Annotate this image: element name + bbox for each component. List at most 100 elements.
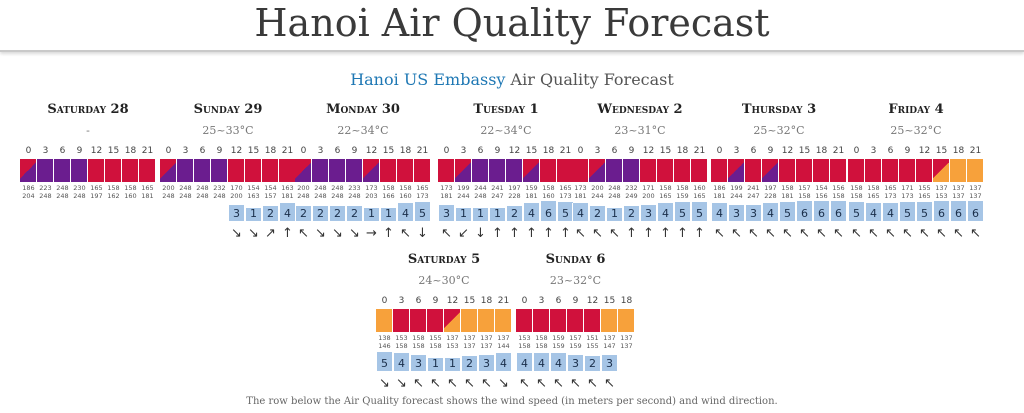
hour-label: 0: [577, 146, 584, 156]
wind-direction-arrow-icon: ↖: [851, 226, 862, 241]
wind-speed-bar: 2: [506, 206, 522, 221]
wind-speed-bar: 1: [455, 207, 471, 221]
hour-row: 0 3 6 9 12 15 18 21: [572, 146, 708, 158]
hour-label: 12: [446, 296, 459, 306]
aqi-cell: [606, 159, 622, 182]
hour-label: 9: [628, 146, 635, 156]
hour-row: 0 3 6 9 12 15 18 21: [438, 146, 574, 158]
aqi-value: 171 173: [901, 184, 914, 200]
hour-label: 6: [59, 146, 66, 156]
wind-speed-value: 3: [415, 357, 422, 370]
aqi-cell: [691, 159, 707, 182]
hour-row: 0 3 6 9 12 15 18 21: [20, 146, 156, 158]
wind-direction-arrow-icon: ↘: [315, 226, 326, 241]
day-name: Saturday 28: [47, 102, 129, 117]
wind-speed-value: 5: [853, 207, 860, 220]
aqi-cell: [380, 159, 396, 182]
wind-direction-row: ↘ ↘ ↗ ↑: [160, 226, 296, 244]
hour-label: 15: [463, 296, 476, 306]
aqi-value-row: 200 248 248 248 248 248 233 248 173 203 158 1…: [295, 184, 431, 205]
aqi-cell: [899, 159, 915, 182]
wind-direction-arrow-icon: ↑: [526, 226, 537, 241]
wind-direction-arrow-icon: ↘: [231, 226, 242, 241]
aqi-cell: [550, 309, 566, 332]
page-title: Hanoi Air Quality Forecast: [0, 0, 1024, 52]
wind-speed-bar: 3: [478, 354, 494, 371]
hour-row: 0 3 6 9 12 15 18: [516, 296, 635, 308]
embassy-link[interactable]: Hanoi US Embassy: [350, 70, 506, 89]
aqi-color-row: [516, 309, 635, 332]
wind-speed-bar: 6: [967, 201, 983, 221]
aqi-cell: [472, 159, 488, 182]
hour-label: 6: [750, 146, 757, 156]
aqi-value: 154 157: [264, 184, 277, 200]
wind-speed-bar: 3: [728, 204, 744, 221]
hour-label: 18: [480, 296, 493, 306]
aqi-value: 230 248: [73, 184, 86, 200]
hour-label: 6: [199, 146, 206, 156]
aqi-value: 158 165: [867, 184, 880, 200]
wind-speed-bar: 5: [376, 352, 392, 371]
day-name: Sunday 6: [545, 252, 606, 267]
hour-label: 6: [334, 146, 341, 156]
aqi-value: 197 228: [764, 184, 777, 200]
wind-speed-bar: 2: [262, 206, 278, 221]
aqi-value: 200 248: [297, 184, 310, 200]
wind-direction-arrow-icon: ↖: [970, 226, 981, 241]
wind-speed-value: 1: [432, 357, 439, 370]
aqi-value: 159 181: [525, 184, 538, 200]
hour-label: 15: [247, 146, 260, 156]
aqi-value: 137 137: [969, 184, 982, 200]
wind-speed-value: 4: [870, 207, 877, 220]
wind-speed-value: 1: [460, 207, 467, 220]
wind-speed-value: 4: [521, 357, 528, 370]
wind-direction-arrow-icon: ↖: [936, 226, 947, 241]
aqi-cell: [410, 309, 426, 332]
wind-speed-value: 4: [887, 207, 894, 220]
wind-speed-value: 5: [562, 207, 569, 220]
hour-label: 3: [733, 146, 740, 156]
hour-label: 15: [107, 146, 120, 156]
wind-speed-bar: 4: [495, 353, 511, 371]
wind-direction-arrow-icon: ↑: [543, 226, 554, 241]
hour-label: 12: [586, 296, 599, 306]
wind-speed-bar: 5: [557, 202, 573, 221]
aqi-cell: [796, 159, 812, 182]
aqi-cell: [506, 159, 522, 182]
wind-direction-arrow-icon: ↙: [458, 226, 469, 241]
aqi-cell: [20, 159, 36, 182]
wind-speed-value: 2: [351, 207, 358, 220]
wind-speed-bar: 3: [745, 204, 761, 221]
wind-speed-bar: 1: [472, 207, 488, 221]
temperature-range: 22~34°C: [480, 124, 532, 137]
wind-speed-bar: 4: [550, 353, 566, 371]
hour-label: 21: [832, 146, 845, 156]
aqi-value: 159 159: [552, 334, 565, 350]
wind-speed-bar: 2: [312, 206, 328, 221]
aqi-value-row: 138 146 153 158 158 158 155 158 137 153 137 1…: [376, 334, 512, 355]
aqi-cell: [346, 159, 362, 182]
wind-speed-bar: 4: [533, 353, 549, 371]
hour-label: 6: [555, 296, 562, 306]
wind-speed-bar: 1: [606, 207, 622, 221]
hour-label: 9: [572, 296, 579, 306]
wind-speed-bar: 1: [363, 207, 379, 221]
temperature-range: 23~32°C: [549, 274, 602, 287]
hour-label: 9: [494, 146, 501, 156]
wind-direction-row: ↖ ↖ ↖ ↑ ↑ ↑ ↑ ↑: [572, 226, 708, 244]
aqi-value: 153 158: [518, 334, 531, 350]
wind-direction-arrow-icon: ↖: [731, 226, 742, 241]
aqi-value: 158 162: [107, 184, 120, 200]
wind-direction-arrow-icon: ↑: [643, 226, 654, 241]
wind-speed-bar: 2: [295, 206, 311, 221]
wind-speed-value: 5: [921, 207, 928, 220]
wind-speed-value: 3: [606, 357, 613, 370]
hour-row: 0 3 6 9 12 15 18 21: [711, 146, 847, 158]
wind-direction-arrow-icon: ↖: [464, 376, 475, 391]
aqi-value: 137 137: [463, 334, 476, 350]
wind-speed-value: 1: [494, 207, 501, 220]
aqi-value: 200 244: [591, 184, 604, 200]
day-block: Sunday 29 25~33°C 0 3 6 9 12 15 18 21 200 248 248 2…: [160, 102, 296, 241]
wind-direction-arrow-icon: ↖: [868, 226, 879, 241]
aqi-cell: [523, 159, 539, 182]
